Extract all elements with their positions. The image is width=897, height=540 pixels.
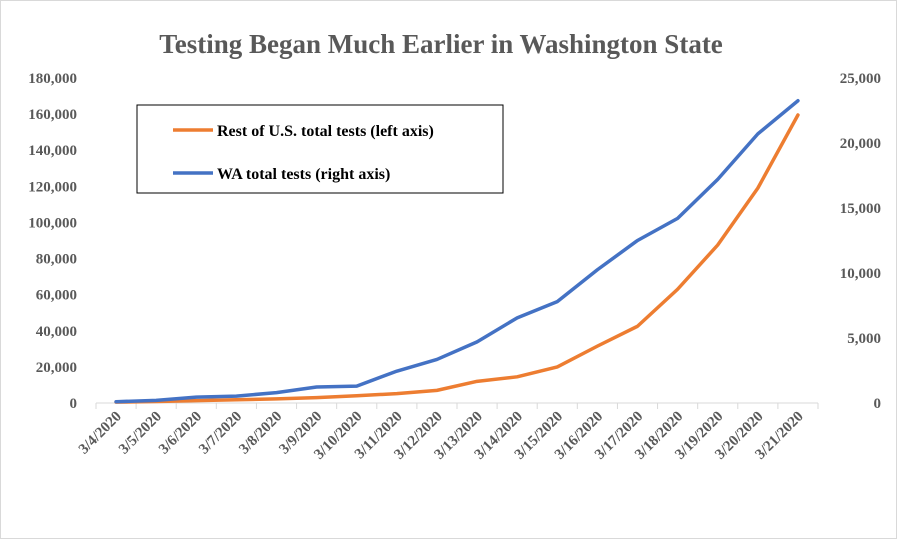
y-right-tick-label: 15,000	[840, 201, 881, 217]
y-left-tick-label: 60,000	[36, 288, 77, 304]
y-left-tick-label: 140,000	[28, 143, 77, 159]
y-left-tick-label: 120,000	[28, 179, 77, 195]
x-tick-label: 3/8/2020	[236, 409, 285, 458]
x-tick-label: 3/4/2020	[76, 409, 125, 458]
y-right-tick-label: 0	[874, 396, 882, 412]
chart-title: Testing Began Much Earlier in Washington…	[159, 29, 723, 59]
y-right-tick-label: 5,000	[847, 331, 881, 347]
y-right-tick-label: 25,000	[840, 71, 881, 87]
y-left-tick-label: 80,000	[36, 252, 77, 268]
x-tick-label: 3/7/2020	[196, 409, 245, 458]
series-line-rest-of-us	[114, 113, 800, 404]
y-left-tick-label: 160,000	[28, 107, 77, 123]
y-left-tick-label: 20,000	[36, 360, 77, 376]
legend-label-wa: WA total tests (right axis)	[217, 166, 390, 183]
series-layer	[114, 99, 800, 404]
y-left-tick-label: 40,000	[36, 324, 77, 340]
y-left-tick-label: 0	[70, 396, 78, 412]
x-tick-label: 3/6/2020	[156, 409, 205, 458]
y-left-tick-label: 100,000	[28, 215, 77, 231]
y-right-tick-label: 10,000	[840, 266, 881, 282]
legend-box	[136, 104, 504, 194]
x-tick-label: 3/5/2020	[116, 409, 165, 458]
legend-label-rest-of-us: Rest of U.S. total tests (left axis)	[217, 123, 434, 140]
legend: Rest of U.S. total tests (left axis) WA …	[136, 104, 504, 194]
y-left-tick-label: 180,000	[28, 71, 77, 87]
series-line-wa	[114, 99, 800, 404]
y-right-tick-label: 20,000	[840, 136, 881, 152]
